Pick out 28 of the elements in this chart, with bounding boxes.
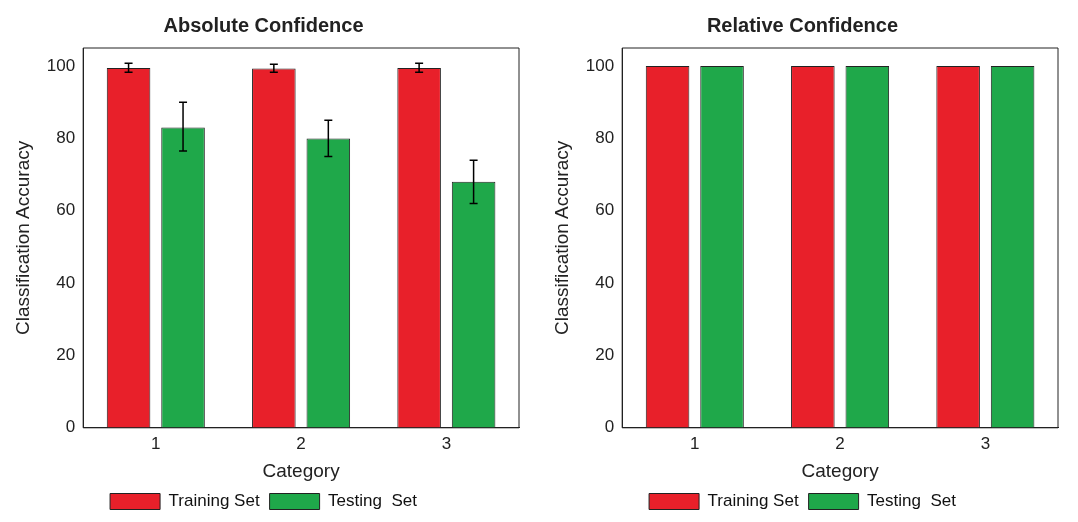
x-tick-label: 1 [151,433,161,453]
y-tick-label: 40 [56,272,76,292]
x-tick-label: 3 [980,433,991,453]
x-axis-title: Category [262,459,341,481]
y-tick-label: 60 [56,200,76,220]
x-tick-label: 2 [835,433,845,453]
y-tick-label: 60 [595,200,615,220]
legend-label: Testing Set [328,491,418,511]
y-tick-label: 40 [595,272,615,292]
y-tick-label: 80 [595,128,615,148]
y-tick-label: 80 [56,128,76,148]
y-tick-label: 100 [585,55,615,75]
y-tick-label: 0 [65,417,76,437]
y-axis-title: Classification Accuracy [550,140,572,336]
chart-title: Relative Confidence [706,13,899,36]
legend-label: Testing Set [867,491,957,511]
y-axis-title: Classification Accuracy [11,140,33,336]
x-axis-title: Category [801,459,880,481]
y-tick-label: 0 [604,417,615,437]
legend-label: Training Set [168,491,260,511]
y-tick-label: 20 [595,345,615,365]
legend-label: Training Set [707,491,799,511]
x-tick-label: 2 [296,433,306,453]
y-tick-label: 100 [46,55,76,75]
chart-title: Absolute Confidence [163,13,364,36]
x-tick-label: 1 [690,433,700,453]
x-tick-label: 3 [441,433,452,453]
y-tick-label: 20 [56,345,76,365]
